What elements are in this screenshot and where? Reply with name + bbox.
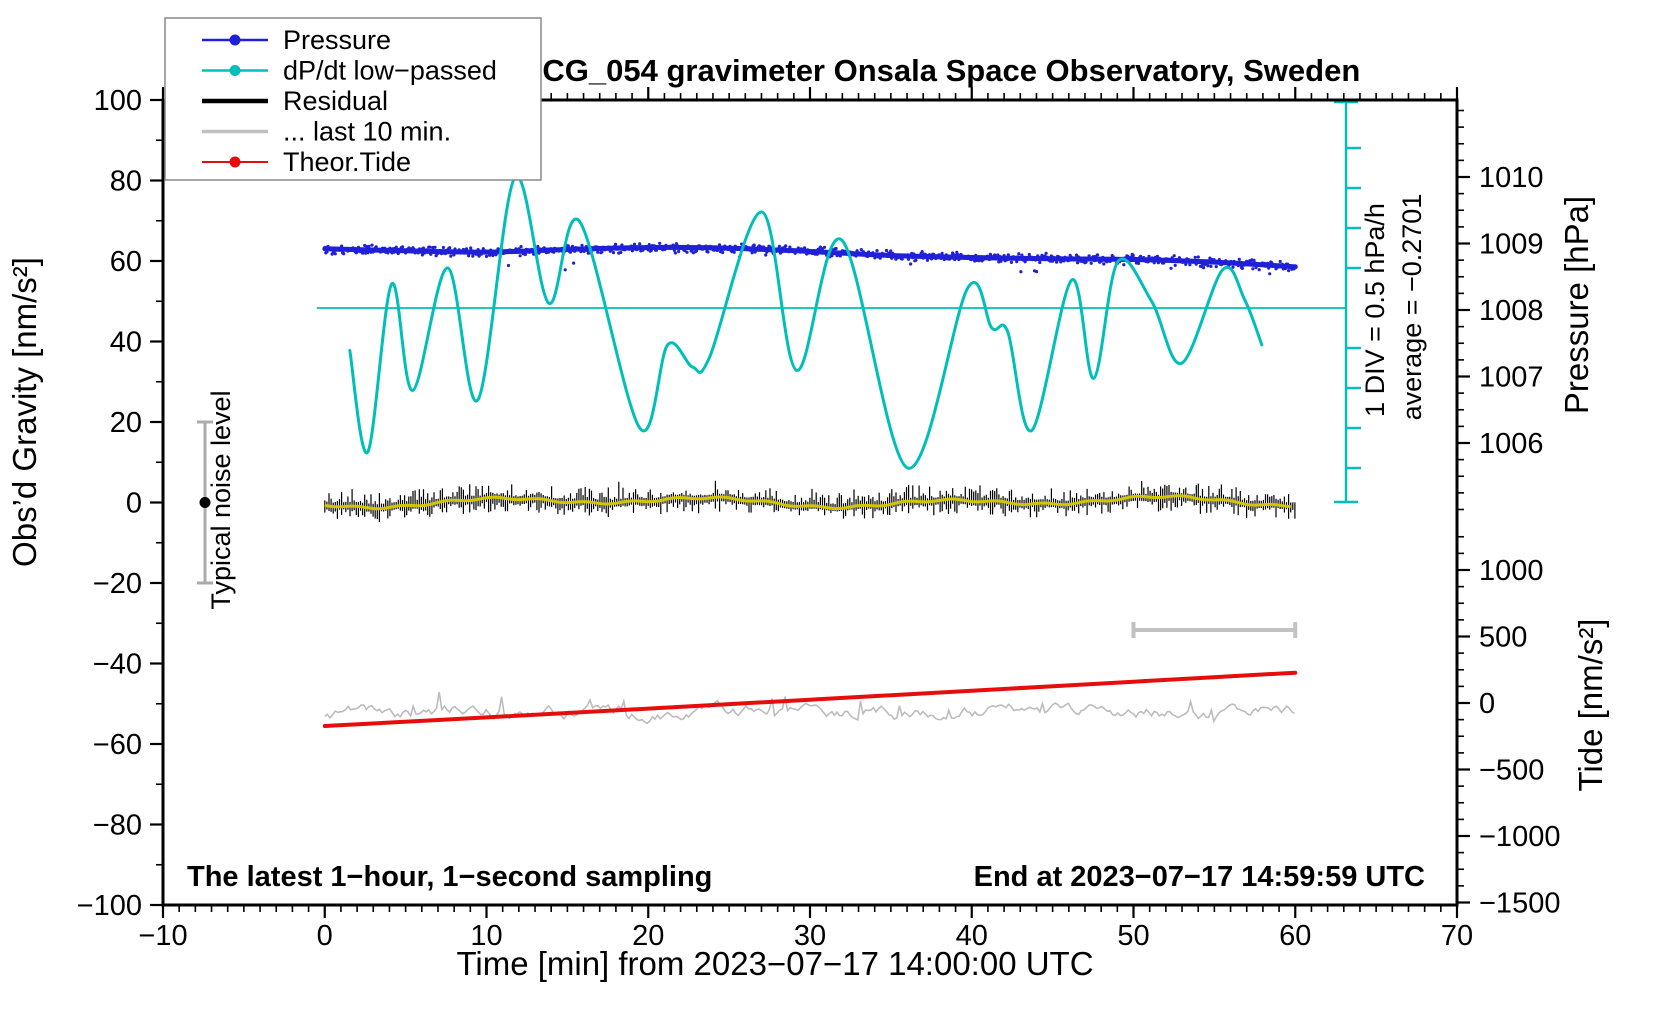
tide-tick-label: −500 xyxy=(1479,755,1544,787)
series-layer xyxy=(317,100,1361,728)
noise-level-label: Typical noise level xyxy=(206,390,236,609)
theor-tide-line xyxy=(322,670,1298,728)
gravity-tick-label: 100 xyxy=(94,85,142,117)
x-tick-label: 40 xyxy=(956,920,988,952)
x-tick-label: 50 xyxy=(1117,920,1149,952)
gravity-tick-label: 20 xyxy=(110,407,142,439)
gravity-tick-label: −60 xyxy=(93,729,142,761)
x-tick-label: 10 xyxy=(470,920,502,952)
legend-dot-tide xyxy=(229,156,241,168)
div-scale-annotation: 1 DIV = 0.5 hPa/h xyxy=(1360,203,1390,417)
x-tick-label: −10 xyxy=(138,920,187,952)
pressure-axis-title: Pressure [hPa] xyxy=(1558,196,1595,414)
pressure-tick-label: 1008 xyxy=(1479,295,1544,327)
gravity-tick-label: 0 xyxy=(126,488,142,520)
tide-tick-label: −1000 xyxy=(1479,821,1560,853)
gravity-tick-label: −20 xyxy=(93,568,142,600)
pressure-tick-label: 1010 xyxy=(1479,162,1544,194)
tide-tick-label: 1000 xyxy=(1479,555,1544,587)
legend-label-residual: Residual xyxy=(283,86,388,116)
gravity-tick-label: −100 xyxy=(77,890,142,922)
legend-dot-dpdt xyxy=(229,65,241,76)
x-tick-label: 60 xyxy=(1279,920,1311,952)
gravity-tick-label: 40 xyxy=(110,327,142,359)
x-tick-label: 70 xyxy=(1441,920,1473,952)
average-annotation: average = −0.2701 xyxy=(1397,194,1427,421)
dpdt-curve xyxy=(348,174,1264,470)
pressure-tick-label: 1009 xyxy=(1479,229,1544,261)
end-time-note: End at 2023−07−17 14:59:59 UTC xyxy=(974,861,1425,893)
tide-tick-label: 0 xyxy=(1479,688,1495,720)
chart-title: SCG_054 gravimeter Onsala Space Observat… xyxy=(522,53,1361,88)
pressure-tick-label: 1006 xyxy=(1479,428,1544,460)
x-tick-label: 30 xyxy=(794,920,826,952)
gravity-tick-label: 60 xyxy=(110,246,142,278)
legend: Pressure dP/dt low−passed Residual ... l… xyxy=(164,17,542,181)
pressure-scatter xyxy=(323,241,1297,276)
tide-tick-label: 500 xyxy=(1479,622,1527,654)
legend-label-dpdt: dP/dt low−passed xyxy=(283,56,497,86)
gravity-tick-label: 80 xyxy=(110,166,142,198)
axes-layer: −10 0 10 20 30 40 50 60 70−100−80−60−40−20020406… xyxy=(77,85,1561,952)
noise-errorbar-dot xyxy=(199,497,211,508)
x-tick-label: 0 xyxy=(317,920,333,952)
gravity-tick-label: −40 xyxy=(93,649,142,681)
residual-lowpass-line xyxy=(324,494,1292,511)
gravity-axis-title: Obs’d Gravity [nm/s²] xyxy=(6,257,43,567)
legend-label-last10: ... last 10 min. xyxy=(283,117,451,147)
pressure-tick-label: 1007 xyxy=(1479,362,1544,394)
legend-dot-pressure xyxy=(229,34,241,46)
tide-tick-label: −1500 xyxy=(1479,888,1560,920)
legend-label-pressure: Pressure xyxy=(283,25,391,55)
gravity-tick-label: −80 xyxy=(93,810,142,842)
x-axis-title: Time [min] from 2023−07−17 14:00:00 UTC xyxy=(456,945,1093,982)
sampling-note: The latest 1−hour, 1−second sampling xyxy=(187,861,712,893)
legend-label-tide: Theor.Tide xyxy=(283,147,411,177)
last10min-trace xyxy=(324,691,1295,725)
tide-axis-title: Tide [nm/s²] xyxy=(1572,619,1609,792)
x-tick-label: 20 xyxy=(632,920,664,952)
